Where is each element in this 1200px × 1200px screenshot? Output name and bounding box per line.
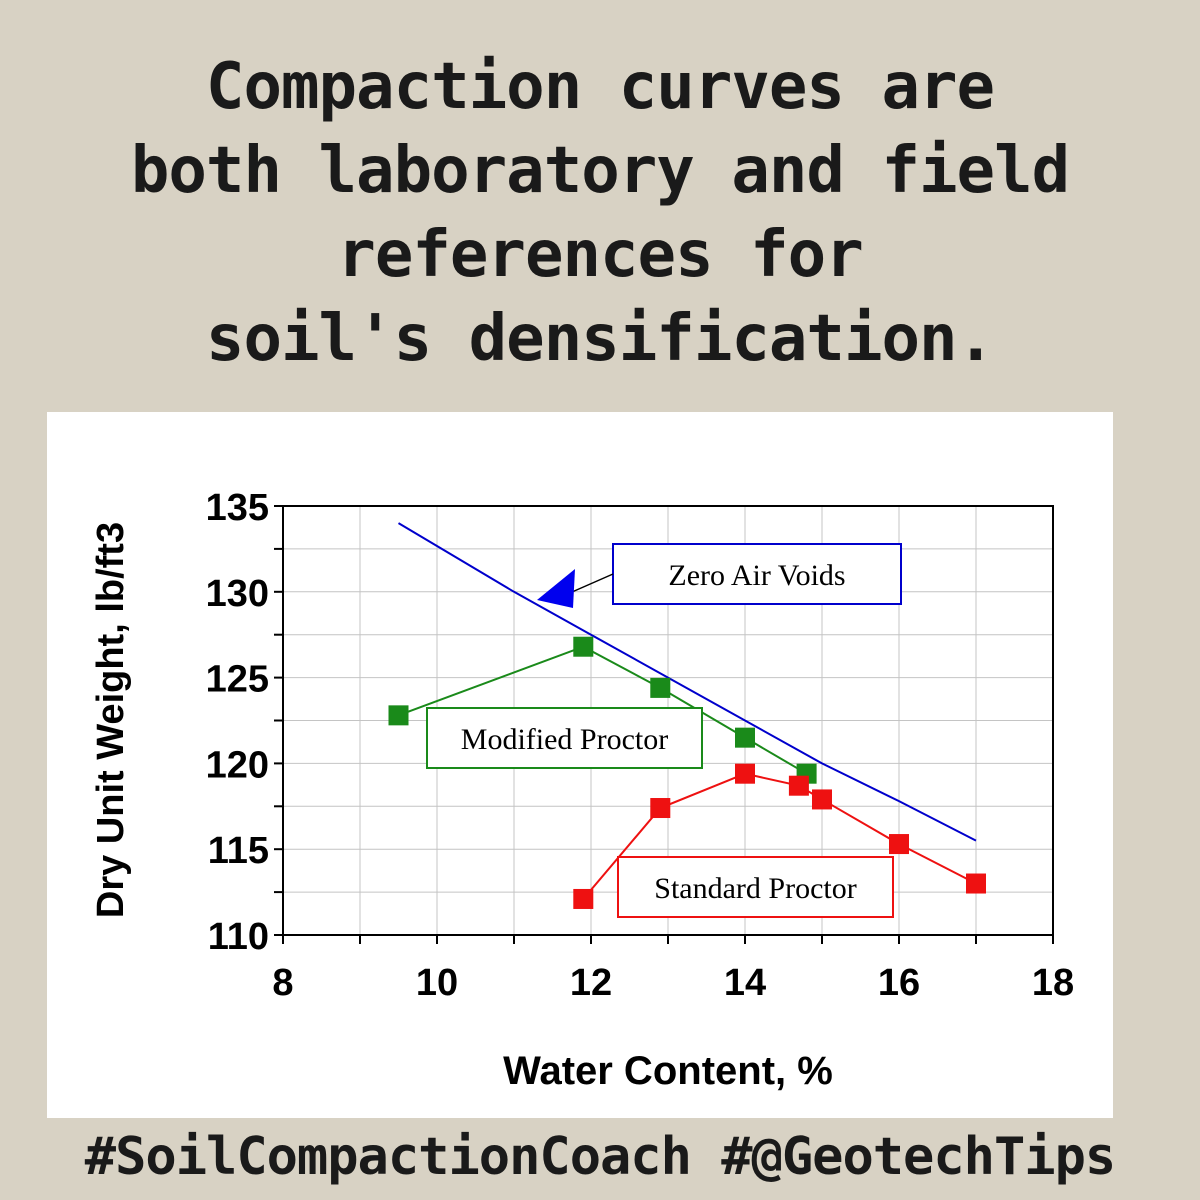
y-tick-label: 115: [208, 830, 269, 872]
standard-proctor-point: [650, 798, 671, 819]
standard-proctor-point: [812, 789, 832, 810]
zero-air-voids-line: [397, 522, 977, 842]
hashtag-footer: #SoilCompactionCoach #@GeotechTips: [84, 1127, 1116, 1187]
standard-proctor-point: [573, 888, 594, 909]
modified-proctor-label-box: [426, 707, 703, 769]
modified-proctor-point: [650, 677, 671, 698]
annotation-arrow-line: [571, 573, 614, 593]
zero-air-voids-label: Zero Air Voids: [668, 559, 845, 592]
standard-proctor-label: Standard Proctor: [654, 872, 856, 905]
series: [388, 522, 986, 909]
y-tick-label: 110: [208, 916, 269, 958]
x-tick-label: 8: [272, 962, 293, 1004]
headline: Compaction curves are both laboratory an…: [0, 45, 1200, 381]
standard-proctor-point: [889, 834, 909, 855]
x-axis-label: Water Content, %: [503, 1049, 833, 1093]
chart-panel: 8 10 12 14 16 18 110 115 120 125 130 135 Zero Air V…: [47, 412, 1113, 1118]
headline-line-1: Compaction curves are: [205, 50, 995, 124]
y-tick-label: 120: [206, 744, 269, 786]
compaction-chart: 8 10 12 14 16 18 110 115 120 125 130 135 Zero Air V…: [90, 487, 1075, 1093]
modified-proctor-point: [735, 727, 755, 748]
x-tick-label: 12: [570, 962, 612, 1004]
y-tick-label: 130: [206, 573, 269, 615]
modified-proctor-point: [573, 636, 594, 657]
modified-proctor-label: Modified Proctor: [461, 723, 668, 756]
y-tick-label: 135: [206, 487, 269, 529]
annotations: Zero Air Voids Modified Proctor Standard P…: [426, 543, 902, 918]
standard-proctor-label-box: [617, 856, 894, 918]
modified-proctor-point: [388, 705, 409, 726]
axis-ticks: 8 10 12 14 16 18 110 115 120 125 130 135: [206, 487, 1075, 1004]
headline-line-4: soil's densification.: [205, 302, 995, 376]
standard-proctor-point: [735, 763, 755, 784]
x-tick-label: 14: [724, 962, 766, 1004]
y-tick-label: 125: [206, 659, 269, 701]
headline-line-2: both laboratory and field: [130, 134, 1070, 208]
x-tick-label: 18: [1032, 962, 1074, 1004]
x-tick-label: 10: [416, 962, 458, 1004]
annotation-arrow-head: [537, 569, 575, 608]
zero-air-voids-label-box: [612, 543, 902, 605]
standard-proctor-point: [966, 873, 986, 894]
y-axis-label: Dry Unit Weight, lb/ft3: [90, 522, 132, 918]
standard-proctor-point: [788, 775, 809, 796]
x-tick-label: 16: [878, 962, 920, 1004]
headline-line-3: references for: [337, 218, 863, 292]
